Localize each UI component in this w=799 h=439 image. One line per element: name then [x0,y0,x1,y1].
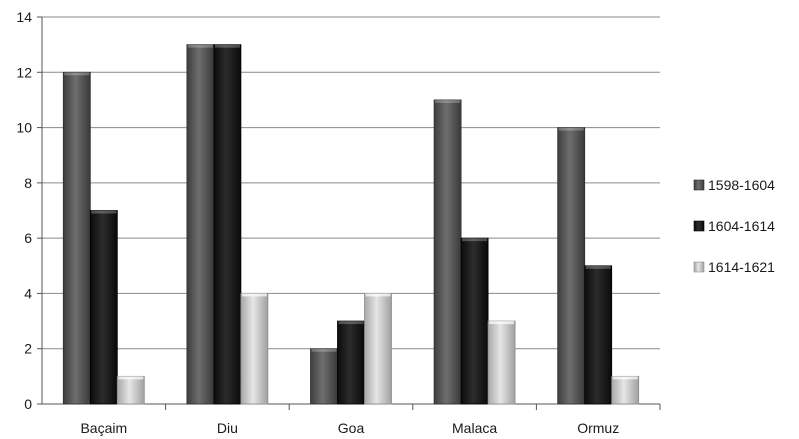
bar-top-bevel [64,72,90,76]
x-tick-label: Ormuz [577,420,619,436]
legend-label: 1604-1614 [708,218,775,234]
legend-swatch [693,179,705,191]
bar-top-bevel [214,44,240,48]
bar-top-bevel [241,293,267,297]
bar-1604-1614-Diu [213,44,242,405]
y-tick-label: 2 [24,341,32,357]
bar-1604-1614-Ormuz [584,265,613,405]
bar-top-bevel [435,99,461,103]
bar-top-bevel [462,238,488,242]
y-tick-label: 6 [24,230,32,246]
bar-1604-1614-Goa [337,320,365,405]
legend-label: 1598-1604 [708,177,775,193]
bar-top-bevel [365,293,391,297]
bar-1614-1621-Diu [240,293,269,405]
x-tick-label: Goa [338,420,365,436]
bars [62,44,640,405]
y-tick-labels: 0 2 4 6 8 10 12 14 [16,9,32,412]
bar-top-bevel [558,127,584,131]
bar-top-bevel [118,376,144,380]
bar-1598-1604-Baçaim [62,71,91,405]
bar-1614-1621-Ormuz [611,375,640,405]
y-tick-label: 14 [16,9,32,25]
bar-top-bevel [489,321,515,325]
bar-top-bevel [187,44,213,48]
bar-1598-1604-Ormuz [557,127,586,405]
bar-1598-1604-Malaca [433,99,462,405]
bar-1598-1604-Goa [310,348,338,405]
legend-label: 1614-1621 [708,259,775,275]
bar-top-bevel [311,348,337,352]
legend-swatch [693,220,705,232]
bar-top-bevel [612,376,638,380]
bar-1604-1614-Malaca [460,237,489,405]
x-tick-label: Diu [217,420,238,436]
bar-top-bevel [338,321,364,325]
bar-top-bevel [585,265,611,269]
y-tick-label: 8 [24,175,32,191]
bar-1614-1621-Malaca [487,320,516,405]
y-tick-label: 10 [16,120,32,136]
y-tick-label: 12 [16,64,32,80]
y-tick-label: 0 [24,396,32,412]
bar-1614-1621-Baçaim [116,375,145,405]
gridlines [42,16,660,350]
bar-1604-1614-Baçaim [89,210,118,405]
y-tick-label: 4 [24,285,32,301]
x-tick-label: Malaca [452,420,497,436]
bar-1598-1604-Diu [186,44,215,405]
legend: 1598-1604 1604-1614 1614-1621 [693,177,775,275]
legend-swatch [693,261,705,273]
bar-top-bevel [91,210,117,214]
x-tick-labels: Baçaim Diu Goa Malaca Ormuz [80,420,619,436]
x-tick-label: Baçaim [80,420,127,436]
bar-1614-1621-Goa [364,293,392,405]
